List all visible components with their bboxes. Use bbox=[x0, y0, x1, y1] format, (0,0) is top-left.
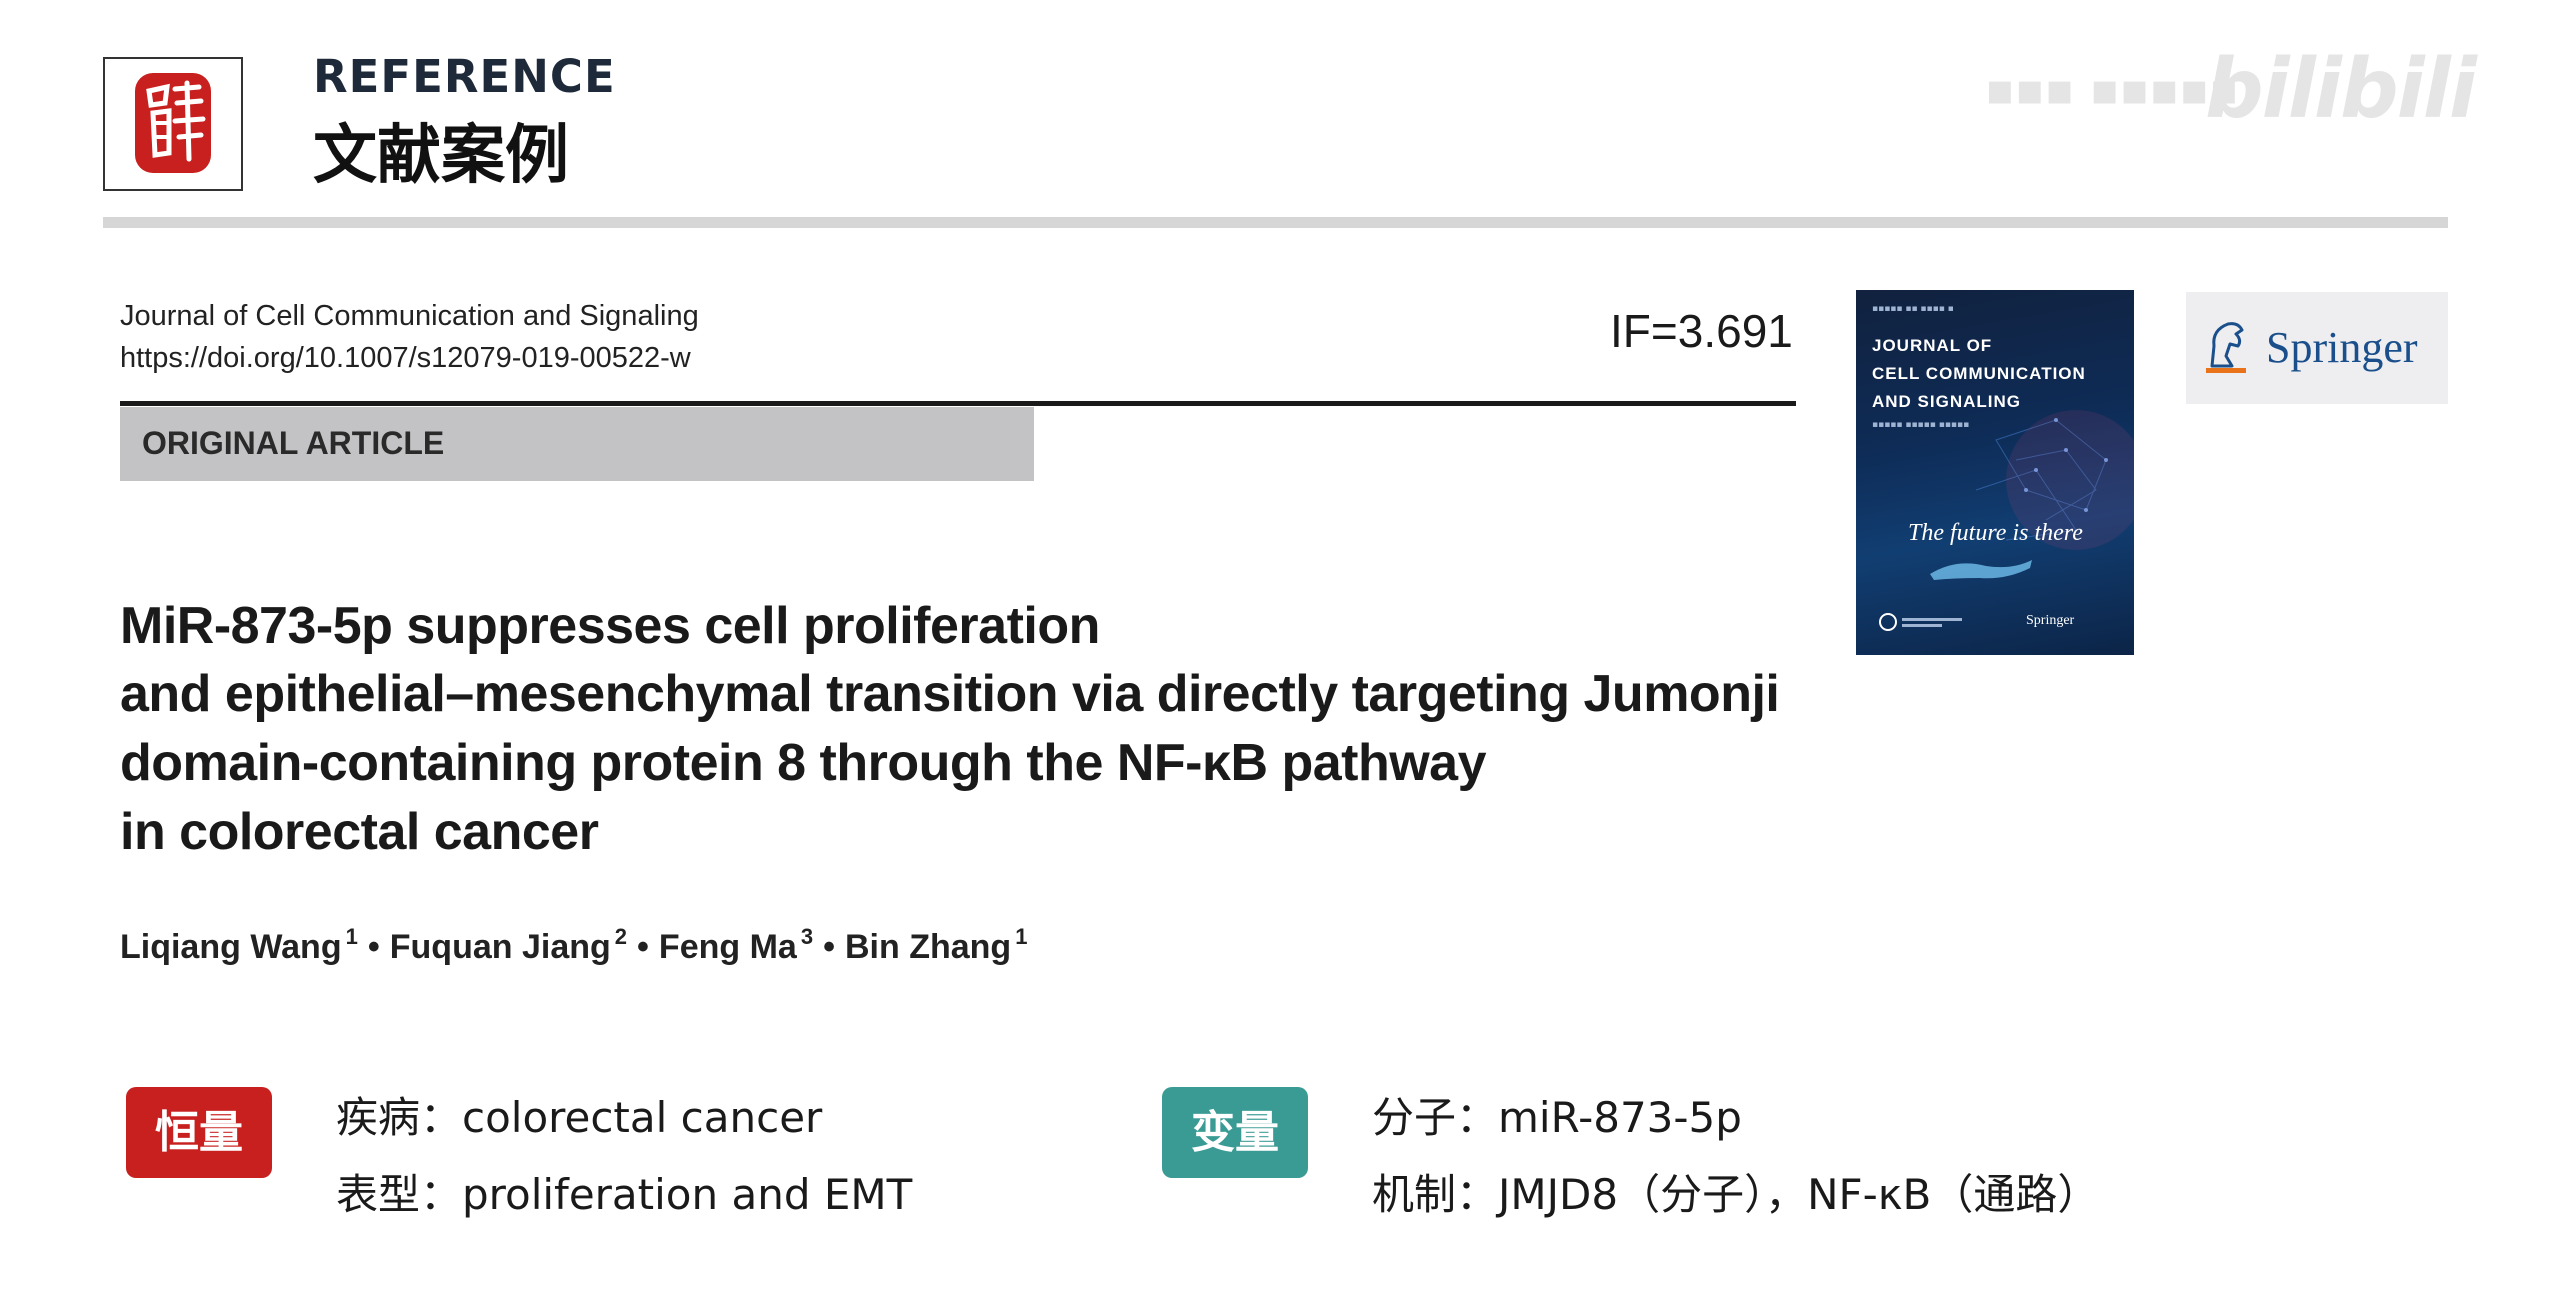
author-separator: • bbox=[637, 928, 649, 966]
watermark-logo: bilibili bbox=[2204, 42, 2477, 137]
constant-phenotype: 表型：proliferation and EMT bbox=[336, 1170, 913, 1219]
cover-title-line: JOURNAL OF bbox=[1872, 336, 1993, 355]
variable-molecule: 分子：miR-873-5p bbox=[1372, 1093, 1742, 1142]
constant-badge: 恒量 bbox=[126, 1087, 272, 1178]
author-separator: • bbox=[367, 928, 380, 966]
cover-network-art bbox=[1975, 410, 2134, 550]
author-name: Bin Zhang bbox=[844, 928, 1012, 966]
cover-footer: Springer bbox=[1876, 610, 2116, 634]
article-title-line: and epithelial–mesenchymal transition vi… bbox=[120, 665, 1780, 723]
publisher-name: Springer bbox=[2266, 323, 2418, 372]
cover-title-line: CELL COMMUNICATION bbox=[1872, 364, 2086, 383]
hand-icon bbox=[1930, 560, 2032, 580]
author-name: Feng Ma bbox=[658, 928, 797, 966]
author-affiliation: 2 bbox=[614, 924, 628, 949]
author-affiliation: 1 bbox=[1015, 924, 1028, 949]
variable-badge: 变量 bbox=[1162, 1087, 1308, 1178]
cover-publisher: Springer bbox=[2026, 613, 2075, 628]
author-name: Liqiang Wang bbox=[120, 928, 342, 966]
author-separator: • bbox=[823, 928, 835, 966]
springer-horse-icon bbox=[2206, 322, 2246, 373]
author-affiliation: 1 bbox=[345, 924, 358, 949]
publisher-logo: Springer bbox=[2186, 292, 2448, 404]
header-title-en: REFERENCE bbox=[313, 50, 616, 103]
journal-doi: https://doi.org/10.1007/s12079-019-00522… bbox=[120, 342, 691, 374]
cover-publisher-icon bbox=[1879, 613, 1962, 631]
article-title-line: in colorectal cancer bbox=[120, 803, 599, 861]
header-divider bbox=[103, 217, 2448, 228]
article-title-line: domain-containing protein 8 through the … bbox=[120, 734, 1487, 792]
cover-title-line: AND SIGNALING bbox=[1872, 392, 2021, 411]
seal-logo bbox=[103, 57, 243, 191]
article-title-line: MiR-873-5p suppresses cell proliferation bbox=[120, 597, 1100, 655]
journal-cover: ▪▪▪▪▪ ▪▪ ▪▪▪▪ ▪ JOURNAL OF CELL COMMUNIC… bbox=[1856, 290, 2134, 655]
author-name: Fuquan Jiang bbox=[389, 928, 611, 966]
video-watermark: ▪▪▪ ▪▪▪▪▪ bilibili bbox=[1985, 42, 2477, 137]
author-affiliation: 3 bbox=[800, 924, 814, 949]
cover-volume: ▪▪▪▪▪ ▪▪ ▪▪▪▪ ▪ bbox=[1872, 304, 1954, 314]
author-list: Liqiang Wang 1 • Fuquan Jiang 2 • Feng Ma 3 • Bin… bbox=[120, 924, 1027, 967]
watermark-channel: ▪▪▪ ▪▪▪▪▪ bbox=[1985, 64, 2239, 115]
cover-editor: ▪▪▪▪▪ ▪▪▪▪▪ ▪▪▪▪▪ bbox=[1872, 420, 1970, 430]
variable-mechanism: 机制：JMJD8（分子），NF-κB（通路） bbox=[1372, 1170, 2100, 1219]
article-divider bbox=[120, 401, 1796, 406]
article-type-label: ORIGINAL ARTICLE bbox=[142, 425, 445, 461]
seal-character-icon bbox=[135, 73, 211, 173]
journal-name: Journal of Cell Communication and Signal… bbox=[120, 300, 699, 332]
header-title-cn: 文献案例 bbox=[313, 119, 569, 193]
constant-disease: 疾病：colorectal cancer bbox=[336, 1093, 823, 1142]
cover-tagline: The future is there bbox=[1908, 520, 2083, 546]
article-type-banner: ORIGINAL ARTICLE bbox=[120, 407, 1034, 481]
impact-factor: IF=3.691 bbox=[1610, 305, 1793, 357]
